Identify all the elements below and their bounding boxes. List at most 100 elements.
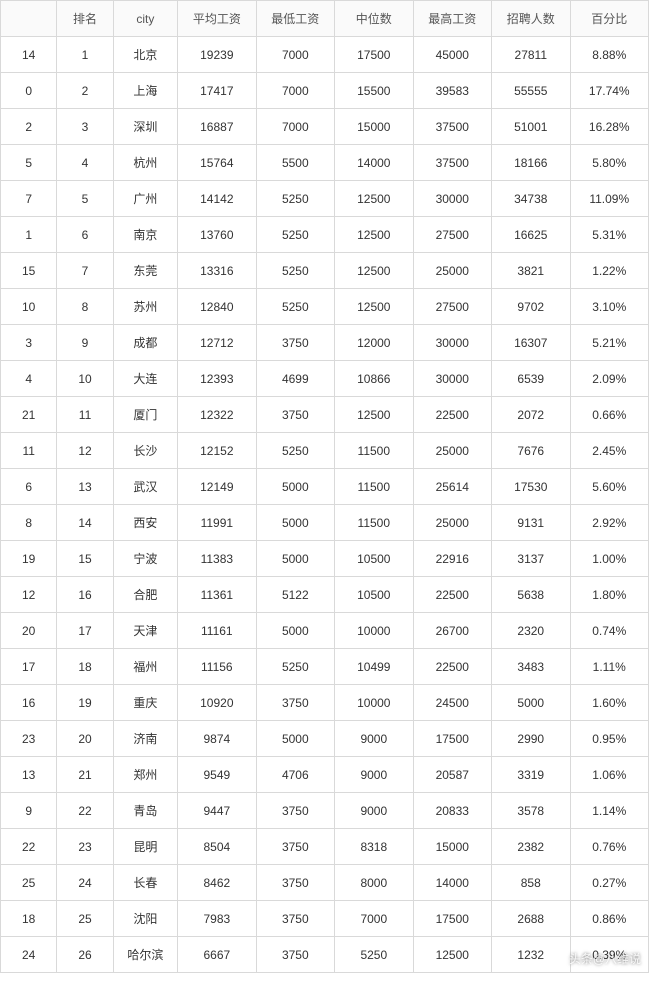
table-cell: 1.80% — [570, 577, 649, 613]
table-cell: 25 — [1, 865, 57, 901]
table-cell: 南京 — [113, 217, 177, 253]
table-cell: 12712 — [178, 325, 256, 361]
table-cell: 9000 — [335, 757, 413, 793]
table-cell: 26 — [57, 937, 113, 973]
table-cell: 19 — [1, 541, 57, 577]
table-cell: 5250 — [256, 289, 334, 325]
table-cell: 30000 — [413, 361, 491, 397]
table-cell: 8462 — [178, 865, 256, 901]
table-cell: 17500 — [335, 37, 413, 73]
column-header: 百分比 — [570, 1, 649, 37]
table-cell: 20 — [1, 613, 57, 649]
table-cell: 27500 — [413, 217, 491, 253]
table-cell: 5000 — [256, 541, 334, 577]
table-cell: 4 — [1, 361, 57, 397]
table-cell: 7983 — [178, 901, 256, 937]
table-cell: 苏州 — [113, 289, 177, 325]
table-row: 922青岛9447375090002083335781.14% — [1, 793, 649, 829]
table-cell: 0.86% — [570, 901, 649, 937]
table-cell: 14000 — [335, 145, 413, 181]
table-cell: 51001 — [492, 109, 570, 145]
table-cell: 3750 — [256, 829, 334, 865]
table-cell: 12500 — [335, 397, 413, 433]
table-cell: 24500 — [413, 685, 491, 721]
table-cell: 11500 — [335, 433, 413, 469]
table-cell: 16625 — [492, 217, 570, 253]
table-cell: 20833 — [413, 793, 491, 829]
table-cell: 5000 — [256, 469, 334, 505]
table-cell: 长沙 — [113, 433, 177, 469]
table-cell: 3 — [57, 109, 113, 145]
table-cell: 12840 — [178, 289, 256, 325]
table-cell: 西安 — [113, 505, 177, 541]
table-cell: 4 — [57, 145, 113, 181]
table-cell: 10 — [1, 289, 57, 325]
table-row: 23深圳16887700015000375005100116.28% — [1, 109, 649, 145]
table-cell: 8 — [57, 289, 113, 325]
table-cell: 厦门 — [113, 397, 177, 433]
table-cell: 39583 — [413, 73, 491, 109]
table-cell: 22 — [1, 829, 57, 865]
table-cell: 2 — [1, 109, 57, 145]
table-row: 1216合肥113615122105002250056381.80% — [1, 577, 649, 613]
table-row: 1718福州111565250104992250034831.11% — [1, 649, 649, 685]
table-cell: 5250 — [256, 217, 334, 253]
table-cell: 3750 — [256, 397, 334, 433]
table-cell: 5638 — [492, 577, 570, 613]
table-row: 157东莞133165250125002500038211.22% — [1, 253, 649, 289]
column-header: 排名 — [57, 1, 113, 37]
table-row: 39成都1271237501200030000163075.21% — [1, 325, 649, 361]
table-cell: 8504 — [178, 829, 256, 865]
table-cell: 22500 — [413, 397, 491, 433]
table-cell: 郑州 — [113, 757, 177, 793]
table-cell: 5000 — [256, 721, 334, 757]
table-cell: 22500 — [413, 577, 491, 613]
table-cell: 25000 — [413, 433, 491, 469]
table-cell: 2688 — [492, 901, 570, 937]
table-cell: 北京 — [113, 37, 177, 73]
table-cell: 11361 — [178, 577, 256, 613]
table-cell: 16307 — [492, 325, 570, 361]
table-cell: 0.39% — [570, 937, 649, 973]
table-cell: 10 — [57, 361, 113, 397]
table-cell: 5 — [1, 145, 57, 181]
table-cell: 9131 — [492, 505, 570, 541]
table-cell: 7000 — [256, 37, 334, 73]
table-cell: 1.11% — [570, 649, 649, 685]
table-cell: 12500 — [413, 937, 491, 973]
table-cell: 37500 — [413, 145, 491, 181]
table-row: 814西安119915000115002500091312.92% — [1, 505, 649, 541]
table-row: 108苏州128405250125002750097023.10% — [1, 289, 649, 325]
table-cell: 5.60% — [570, 469, 649, 505]
table-cell: 15500 — [335, 73, 413, 109]
table-cell: 7000 — [335, 901, 413, 937]
table-cell: 14 — [1, 37, 57, 73]
table-cell: 7 — [1, 181, 57, 217]
table-row: 410大连123934699108663000065392.09% — [1, 361, 649, 397]
table-cell: 0 — [1, 73, 57, 109]
table-cell: 5000 — [256, 505, 334, 541]
table-row: 1321郑州9549470690002058733191.06% — [1, 757, 649, 793]
table-cell: 20587 — [413, 757, 491, 793]
table-cell: 18 — [1, 901, 57, 937]
table-cell: 34738 — [492, 181, 570, 217]
table-cell: 武汉 — [113, 469, 177, 505]
table-cell: 1.14% — [570, 793, 649, 829]
table-cell: 2382 — [492, 829, 570, 865]
table-cell: 天津 — [113, 613, 177, 649]
table-cell: 成都 — [113, 325, 177, 361]
table-cell: 10920 — [178, 685, 256, 721]
table-cell: 10500 — [335, 577, 413, 613]
table-cell: 9000 — [335, 793, 413, 829]
table-cell: 7000 — [256, 109, 334, 145]
table-cell: 12149 — [178, 469, 256, 505]
table-cell: 24 — [1, 937, 57, 973]
table-cell: 26700 — [413, 613, 491, 649]
table-cell: 25614 — [413, 469, 491, 505]
table-cell: 1.60% — [570, 685, 649, 721]
table-cell: 14000 — [413, 865, 491, 901]
table-cell: 18166 — [492, 145, 570, 181]
table-cell: 11383 — [178, 541, 256, 577]
table-cell: 19239 — [178, 37, 256, 73]
table-row: 141北京1923970001750045000278118.88% — [1, 37, 649, 73]
